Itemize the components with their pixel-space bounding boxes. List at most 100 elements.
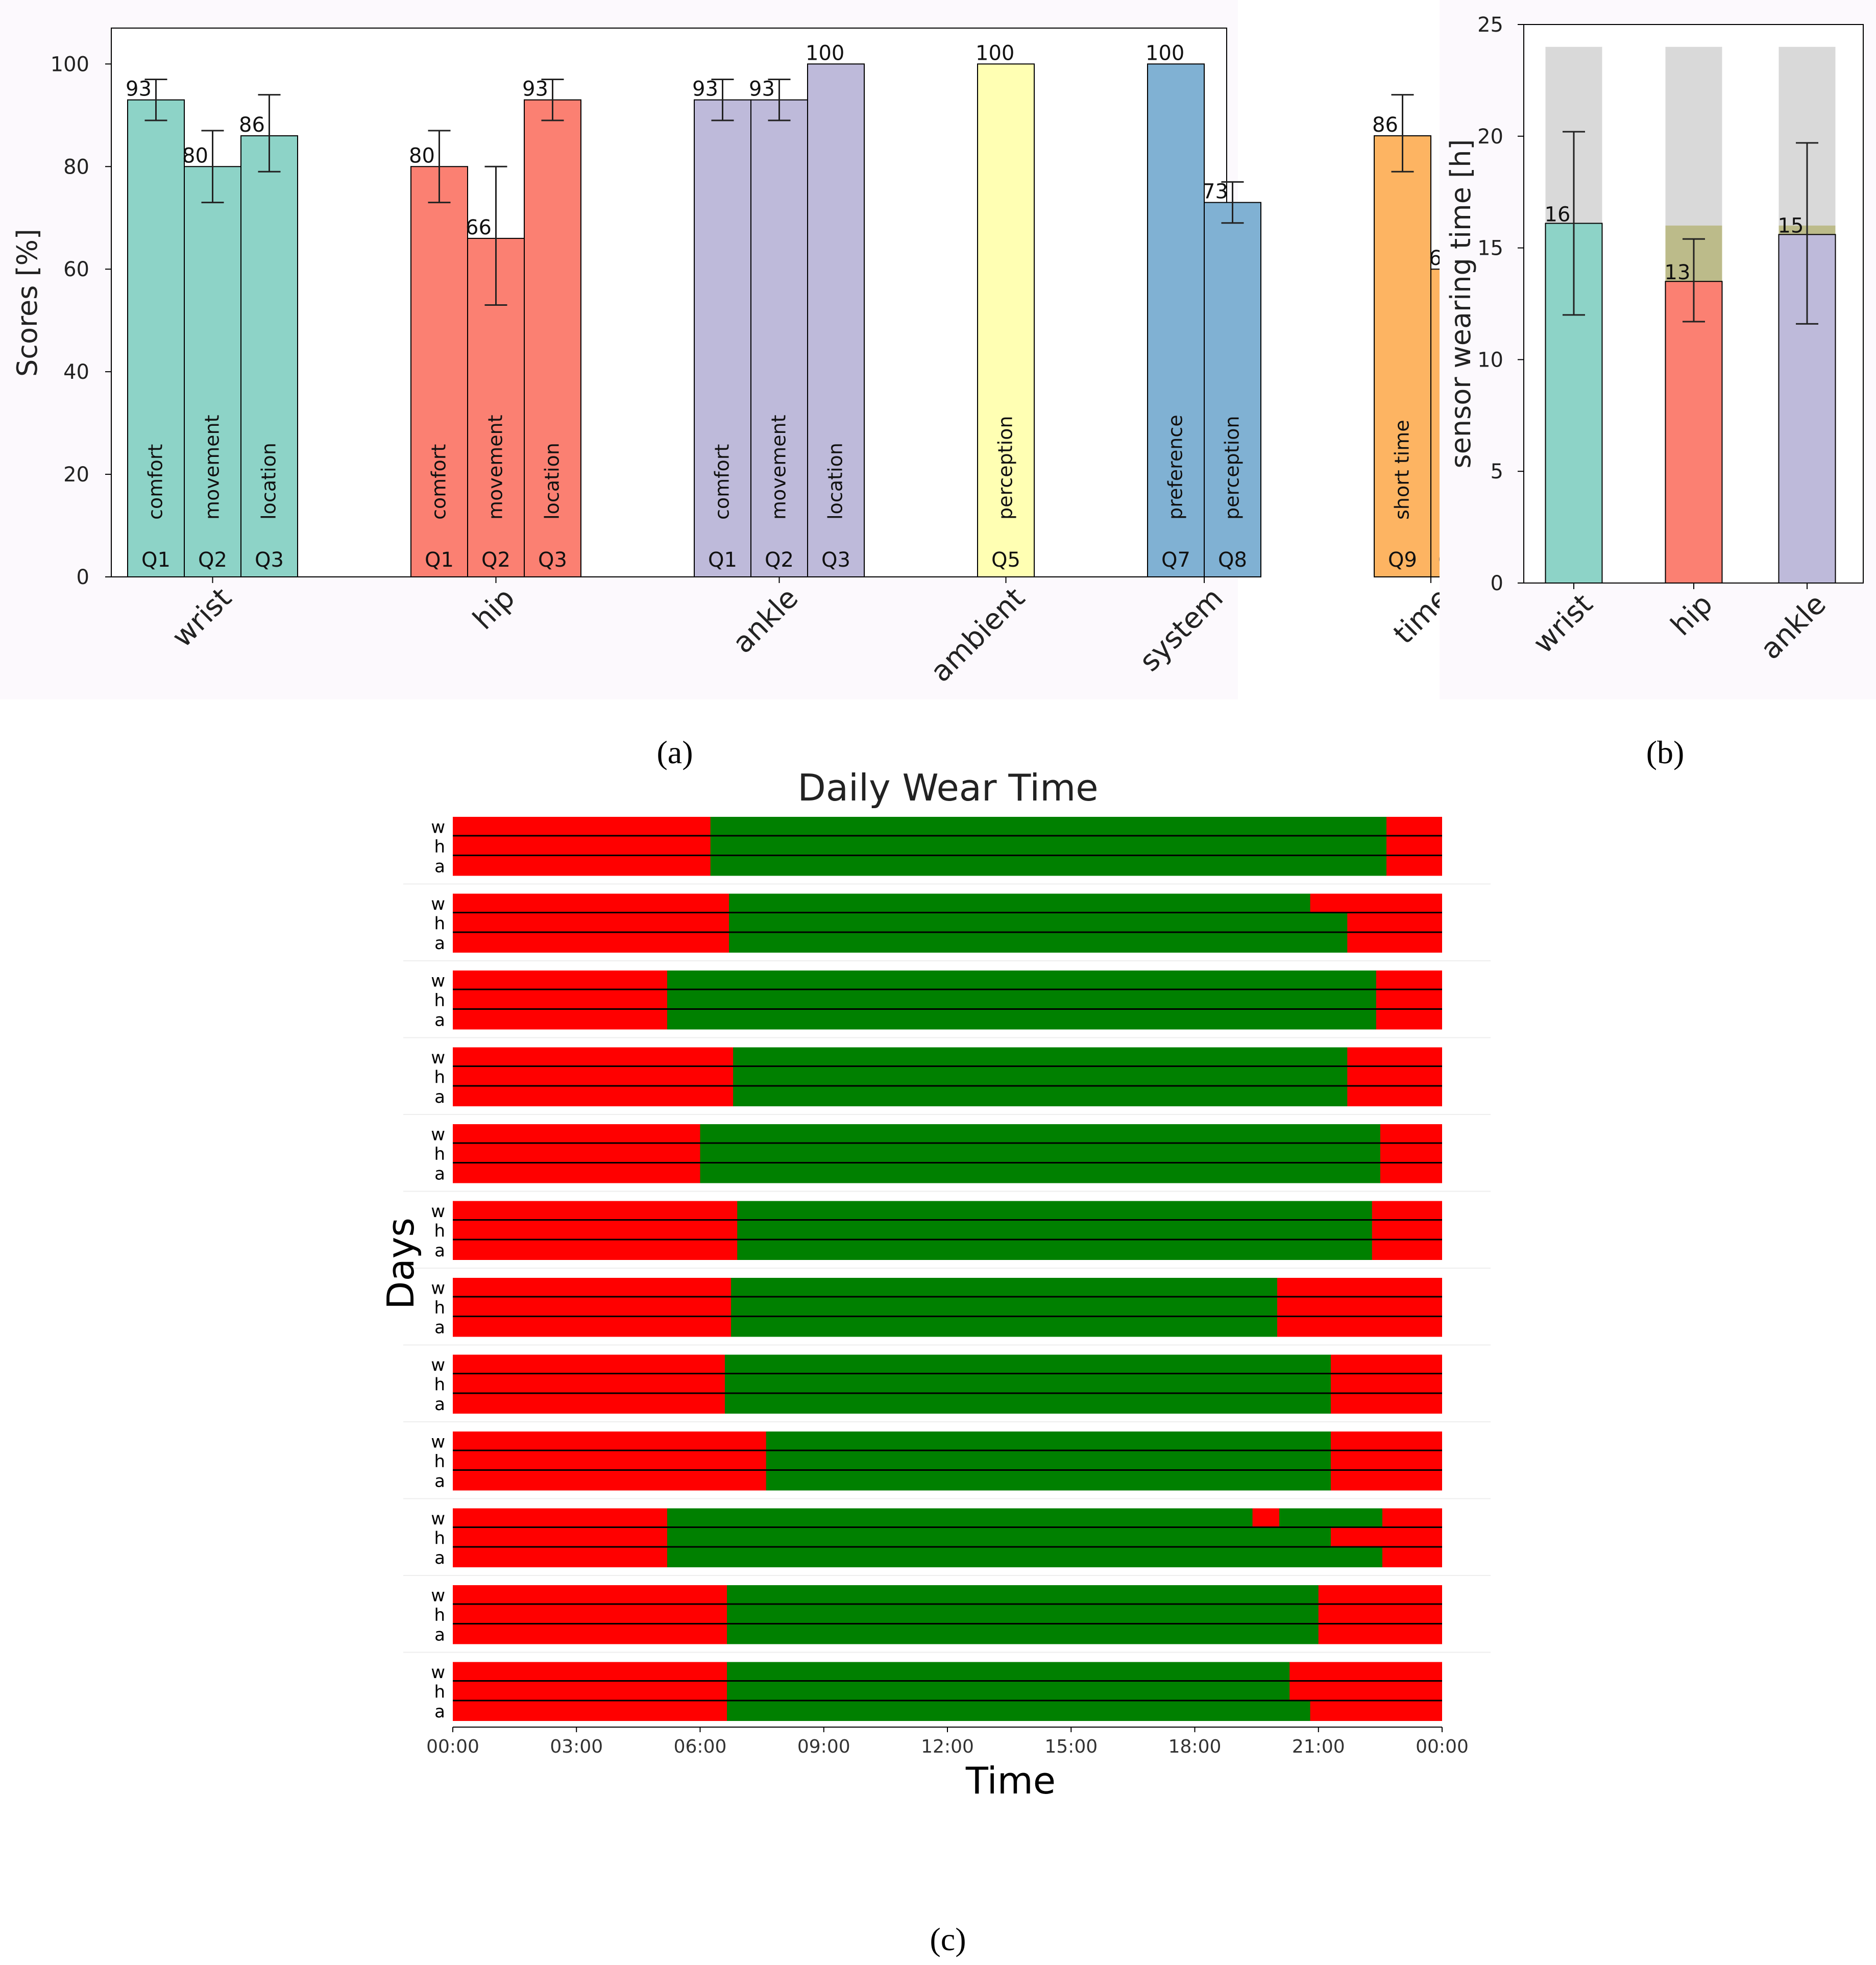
c-row-label-w: w	[431, 1509, 445, 1529]
c-xtick-label: 21:00	[1292, 1736, 1345, 1757]
a-bar-value-label: 93	[692, 78, 718, 101]
a-bar-value-label: 93	[749, 78, 775, 101]
a-bar-qlabel: Q8	[1218, 548, 1247, 572]
c-row-label-h: h	[434, 1298, 445, 1318]
c-xtick-label: 03:00	[550, 1736, 603, 1757]
c-day-block: wha	[403, 1498, 1491, 1568]
a-bar-qlabel: Q1	[141, 548, 170, 572]
c-day-block: wha	[403, 1268, 1491, 1338]
a-bar-text-label: comfort	[711, 444, 734, 520]
a-bar-qlabel: Q1	[425, 548, 454, 572]
a-bar-text-label: location	[258, 443, 280, 520]
b-error-bar	[1796, 142, 1818, 325]
a-bar-system-Q8	[1204, 202, 1261, 577]
c-row-label-h: h	[434, 1605, 445, 1626]
a-bar-ambient-Q5	[977, 63, 1035, 578]
c-row-worn-w	[726, 1662, 1290, 1682]
c-row-label-h: h	[434, 1451, 445, 1472]
c-row-label-h: h	[434, 1682, 445, 1702]
a-bar-qlabel: Q3	[821, 548, 850, 572]
c-xtick-label: 15:00	[1044, 1736, 1098, 1757]
a-bar-ankle-Q1	[694, 99, 751, 577]
a-ytick-label: 100	[51, 53, 89, 76]
c-row-label-h: h	[434, 1144, 445, 1165]
b-error-bar	[1683, 238, 1705, 323]
panel-c-ylabel: Days	[379, 1218, 422, 1309]
a-error-bar	[1221, 181, 1244, 224]
panel-c-title: Daily Wear Time	[797, 766, 1098, 809]
c-row-worn-w	[667, 1508, 1253, 1528]
a-bar-text-label: movement	[768, 415, 790, 520]
c-row-worn-a	[667, 1547, 1382, 1567]
c-day-block: wha	[403, 1191, 1491, 1261]
a-error-bar	[541, 78, 564, 122]
c-row-worn-h	[667, 990, 1376, 1010]
c-row-worn-w	[700, 1124, 1380, 1144]
a-error-bar	[428, 130, 451, 204]
a-bar-value-label: 100	[806, 41, 844, 65]
a-bar-text-label: comfort	[428, 444, 450, 520]
a-bar-text-label: movement	[484, 415, 507, 520]
b-ytick-label: 10	[1477, 348, 1503, 372]
a-ytick-label: 0	[77, 566, 89, 589]
c-row-worn-h	[726, 1605, 1319, 1624]
a-bar-qlabel: Q2	[765, 548, 794, 572]
c-row-label-a: a	[434, 856, 445, 877]
c-row-worn-a	[700, 1163, 1380, 1183]
b-ytick-label: 20	[1477, 125, 1503, 149]
b-bar-value-label: 16	[1545, 203, 1571, 226]
c-row-worn-w	[726, 1585, 1319, 1605]
a-ytick-label: 20	[63, 463, 89, 487]
a-error-bar	[711, 78, 734, 122]
a-ytick-label: 80	[63, 155, 89, 179]
a-bar-text-label: location	[824, 443, 847, 520]
a-bar-qlabel: Q2	[481, 548, 510, 572]
panel-c-xlabel: Time	[965, 1759, 1056, 1802]
c-row-worn-w	[766, 1432, 1331, 1451]
c-row-worn-w	[733, 1047, 1348, 1067]
c-row-label-w: w	[431, 1201, 445, 1222]
a-bar-text-label: perception	[994, 416, 1017, 520]
c-row-label-w: w	[431, 971, 445, 991]
c-row-worn-h	[737, 1221, 1372, 1241]
a-bar-value-label: 93	[126, 78, 152, 101]
c-xtick-label: 18:00	[1168, 1736, 1222, 1757]
a-bar-text-label: short time	[1391, 420, 1414, 520]
c-row-worn-w	[724, 1354, 1331, 1374]
b-ytick-label: 0	[1491, 572, 1503, 595]
a-bar-qlabel: Q3	[255, 548, 284, 572]
b-error-bar	[1563, 131, 1585, 316]
c-row-worn-h	[731, 1297, 1277, 1317]
a-bar-hip-Q1	[410, 166, 468, 578]
c-row-label-w: w	[431, 1278, 445, 1298]
c-row-worn-a	[726, 1624, 1319, 1644]
c-row-worn-h	[667, 1528, 1331, 1548]
c-row-label-h: h	[434, 1528, 445, 1548]
a-bar-value-label: 93	[522, 78, 548, 101]
c-row-label-h: h	[434, 1067, 445, 1087]
c-day-block: wha	[403, 1575, 1491, 1645]
a-bar-qlabel: Q9	[1388, 548, 1417, 572]
c-row-worn-w	[667, 971, 1376, 990]
c-row-label-a: a	[434, 1317, 445, 1338]
c-row-label-h: h	[434, 1374, 445, 1395]
panel-a-score-chart: Q1comfort93Q2movement80Q3location86wrist…	[0, 0, 1488, 699]
a-error-bar	[144, 78, 167, 122]
c-row-label-a: a	[434, 1394, 445, 1415]
a-error-bar	[258, 94, 281, 173]
a-error-bar	[201, 130, 224, 204]
panel-label-c: (c)	[930, 1921, 966, 1957]
b-ytick-label: 5	[1491, 460, 1503, 483]
c-row-worn-h	[729, 913, 1348, 933]
c-row-worn-a	[726, 1701, 1310, 1721]
c-row-label-w: w	[431, 1355, 445, 1375]
c-day-block: wha	[403, 1114, 1491, 1184]
c-day-block: wha	[403, 1344, 1491, 1415]
a-bar-value-label: 80	[409, 144, 435, 167]
a-bar-text-label: perception	[1221, 416, 1244, 520]
c-row-label-w: w	[431, 894, 445, 914]
c-row-label-h: h	[434, 913, 445, 934]
b-bar-hip	[1665, 281, 1723, 584]
c-row-label-h: h	[434, 1221, 445, 1241]
